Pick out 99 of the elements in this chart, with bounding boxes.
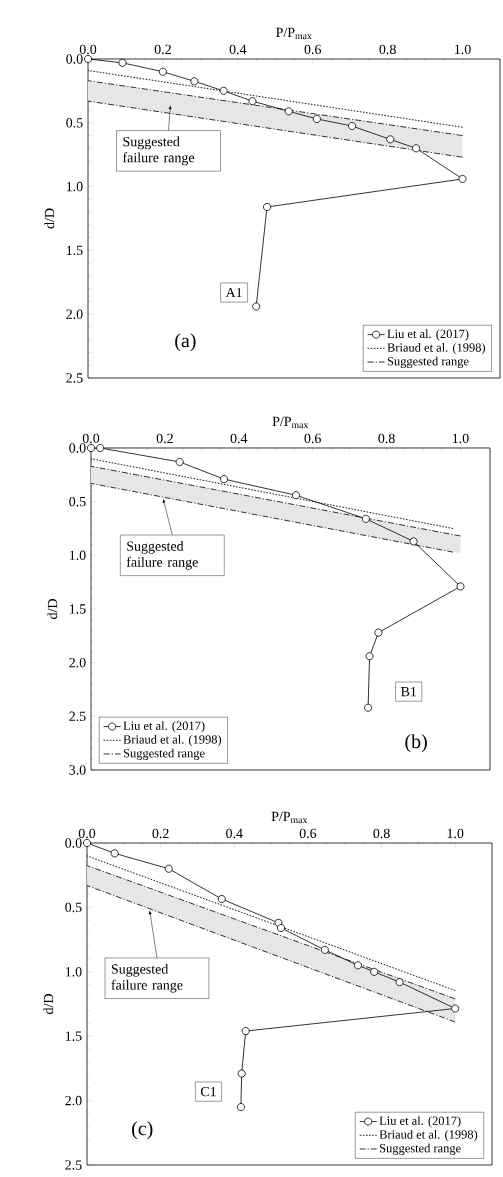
y-tick-label: 1.0 — [69, 550, 86, 561]
annotation: B1 — [400, 687, 417, 697]
point — [217, 895, 226, 904]
legend-label: Liu et al. (2017) — [379, 1116, 461, 1128]
point — [395, 978, 404, 987]
x-tick-label: 1.0 — [447, 828, 464, 839]
point — [277, 924, 286, 933]
x-tick-label: 0.2 — [154, 44, 171, 55]
annotation: (a) — [175, 333, 196, 352]
point — [353, 961, 362, 970]
y-tick-label: 1.0 — [65, 967, 82, 977]
y-tick-label: 2.5 — [69, 711, 86, 722]
y-tick-label: 1.5 — [69, 604, 86, 614]
y-tick-label: 0.0 — [65, 838, 82, 848]
annotation: A1 — [225, 287, 242, 298]
point — [370, 967, 379, 976]
point — [252, 302, 261, 311]
point — [409, 537, 418, 546]
legend-label: Briaud et al. (1998) — [387, 342, 486, 355]
point — [361, 514, 370, 523]
y-tick-label: 0.5 — [65, 902, 82, 913]
point — [84, 54, 92, 63]
y-axis-title: d/D — [44, 208, 55, 229]
y-tick-label: 2.0 — [65, 1095, 82, 1106]
annotation: (c) — [132, 1121, 153, 1140]
point — [458, 174, 467, 183]
y-tick-label: 3.0 — [69, 765, 86, 775]
x-tick-label: 1.0 — [452, 433, 469, 444]
point — [364, 703, 373, 712]
point — [248, 97, 257, 106]
y-tick-label: 2.5 — [65, 1160, 82, 1170]
x-tick-label: 0.8 — [379, 44, 396, 55]
legend-label: Briaud et al. (1998) — [379, 1129, 478, 1142]
y-tick-label: 1.5 — [66, 245, 83, 256]
y-axis-title: d/D — [43, 994, 54, 1014]
point — [284, 107, 293, 116]
annotation: (b) — [405, 734, 427, 753]
legend-label: Briaud et al. (1998) — [123, 734, 222, 747]
point — [241, 1027, 250, 1036]
annotation: Suggested failure range — [122, 136, 195, 166]
point — [175, 457, 184, 466]
x-tick-label: 0.2 — [152, 828, 169, 839]
point — [365, 652, 374, 661]
point — [219, 86, 228, 95]
point — [263, 203, 272, 212]
y-tick-label: 1.0 — [66, 181, 83, 192]
x-tick-label: 0.4 — [230, 433, 248, 444]
legend-label: Liu et al. (2017) — [387, 329, 469, 341]
legend-label: Suggested range — [123, 748, 205, 760]
point — [87, 444, 95, 452]
x-tick-label: 0.2 — [156, 433, 173, 444]
legend-label: Suggested range — [387, 356, 469, 369]
point — [158, 67, 167, 76]
x-tick-label: 0.8 — [373, 828, 390, 839]
annotation: Suggested failure range — [126, 541, 198, 570]
point — [412, 144, 421, 153]
x-axis-title: P/P$_{max}$ — [276, 27, 312, 40]
y-tick-label: 1.5 — [65, 1031, 82, 1041]
point — [220, 475, 228, 484]
point — [456, 582, 465, 591]
x-tick-label: 0.6 — [304, 433, 321, 444]
point — [237, 1069, 246, 1078]
annotation: C1 — [200, 1086, 216, 1097]
point — [312, 114, 321, 123]
y-tick-label: 2.0 — [69, 657, 86, 668]
x-tick-label: 0.0 — [79, 44, 97, 55]
x-tick-label: 1.0 — [455, 44, 471, 55]
y-tick-label: 2.0 — [66, 309, 83, 319]
point — [118, 58, 127, 67]
x-tick-label: 0.4 — [229, 44, 247, 55]
legend-label: Suggested range — [379, 1143, 461, 1155]
y-tick-label: 0.0 — [66, 54, 83, 64]
point — [110, 849, 119, 858]
point — [164, 864, 173, 873]
x-tick-label: 0.0 — [82, 433, 100, 444]
y-tick-label: 0.5 — [69, 496, 86, 507]
point — [190, 77, 199, 86]
point — [236, 1103, 245, 1112]
y-tick-label: 0.0 — [69, 443, 86, 453]
y-axis-title: d/D — [47, 599, 58, 619]
legend-label: Liu et al. (2017) — [123, 721, 205, 733]
point — [320, 945, 329, 954]
point — [451, 1004, 460, 1013]
x-axis-title: P/P$_{max}$ — [271, 811, 308, 824]
point — [386, 135, 395, 144]
point — [348, 121, 357, 130]
y-tick-label: 2.5 — [66, 373, 83, 383]
annotation: Suggested failure range — [111, 963, 183, 993]
x-tick-label: 0.8 — [378, 433, 395, 444]
x-tick-label: 0.6 — [299, 828, 317, 839]
x-tick-label: 0.6 — [304, 44, 322, 55]
point — [374, 628, 383, 637]
y-tick-label: 0.5 — [66, 118, 83, 128]
x-tick-label: 0.4 — [226, 828, 243, 839]
point — [292, 491, 301, 500]
x-axis-title: P/P$_{max}$ — [272, 416, 309, 429]
point — [96, 444, 105, 452]
point — [83, 839, 91, 848]
x-tick-label: 0.0 — [78, 828, 96, 839]
